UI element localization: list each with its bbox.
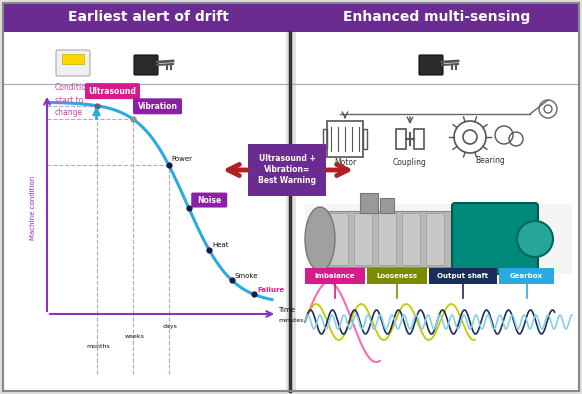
FancyBboxPatch shape [419,55,443,75]
Text: Gearbox: Gearbox [510,273,543,279]
Bar [402,213,420,265]
Text: Vibration: Vibration [137,102,178,111]
Text: Motor: Motor [334,158,356,167]
Bar [327,121,363,157]
Text: Imbalance: Imbalance [315,273,356,279]
Text: Best Warning: Best Warning [258,175,316,184]
Bar [3,32,286,84]
FancyBboxPatch shape [248,144,326,196]
Bar [296,32,579,84]
FancyBboxPatch shape [133,98,182,114]
Text: Enhanced multi-sensing: Enhanced multi-sensing [343,10,531,24]
Bar [378,213,396,265]
Bar [396,129,406,149]
Text: Time: Time [278,307,295,313]
Text: Earliest alert of drift: Earliest alert of drift [68,10,229,24]
Bar [360,193,378,213]
FancyBboxPatch shape [56,50,90,76]
Bar [363,129,367,149]
Circle shape [517,221,553,257]
Text: Ultrasound +: Ultrasound + [258,154,315,162]
Bar [429,268,497,284]
Text: Noise: Noise [197,195,221,204]
Bar [3,3,579,32]
Bar [3,84,286,391]
Bar [296,84,579,391]
Text: Looseness: Looseness [377,273,417,279]
Bar [367,268,427,284]
Bar [320,211,460,267]
Bar [380,198,394,213]
Text: Vibration=: Vibration= [264,165,310,173]
Bar [414,129,424,149]
Text: Smoke: Smoke [235,273,258,279]
FancyBboxPatch shape [85,83,140,99]
Bar [354,213,372,265]
Ellipse shape [305,207,335,271]
Bar [426,213,444,265]
Bar [305,204,572,274]
Text: Machine condition: Machine condition [30,176,36,240]
Bar [323,129,327,149]
FancyBboxPatch shape [452,203,538,274]
Bar [499,268,554,284]
FancyBboxPatch shape [191,193,227,208]
Text: Coupling: Coupling [393,158,427,167]
Text: weeks: weeks [125,334,144,339]
Text: Output shaft: Output shaft [438,273,488,279]
Text: Failure: Failure [257,287,284,294]
Text: months: months [87,344,111,349]
Text: Heat: Heat [212,242,229,248]
Bar [330,213,348,265]
FancyBboxPatch shape [134,55,158,75]
Text: Power: Power [172,156,193,162]
Text: Ultrasound: Ultrasound [88,87,136,96]
Text: days: days [163,324,178,329]
Text: Bearing: Bearing [475,156,505,165]
Bar [305,268,365,284]
Text: Conditions
start to
change: Conditions start to change [55,84,96,117]
Bar [62,54,84,64]
Text: minutes: minutes [278,318,303,323]
